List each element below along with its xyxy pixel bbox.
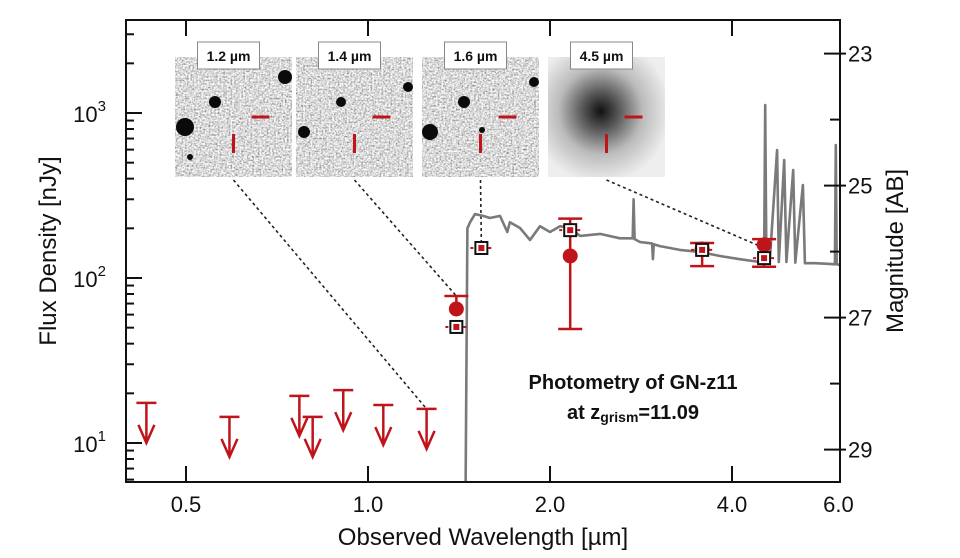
upper-limit-arrow <box>219 415 240 460</box>
model-photometry-point <box>753 251 776 266</box>
inset-label-box <box>197 41 260 70</box>
x-tick-label: 0.5 <box>171 492 202 517</box>
annotation-suffix: =11.09 <box>638 402 699 424</box>
limit-arrowhead <box>417 430 436 452</box>
inset-label: 1.4 µm <box>328 48 372 64</box>
inset-label-box <box>570 41 633 70</box>
inset-source-blob <box>458 96 470 108</box>
y-tick-label: 103 <box>73 98 106 127</box>
inset-image-2: 1.4 µm <box>296 41 413 177</box>
data-point-marker <box>756 237 772 253</box>
right-tick-label: 25 <box>848 174 872 199</box>
inset-connector-line <box>606 179 765 249</box>
limit-arrowhead <box>220 438 239 460</box>
inset-label: 1.2 µm <box>207 48 251 64</box>
y-tick-exponent: 2 <box>98 263 106 280</box>
limit-arrowhead <box>290 417 309 439</box>
right-tick-label: 27 <box>848 306 872 331</box>
x-tick-label: 6.0 <box>823 492 854 517</box>
inset-source-blob <box>422 124 438 140</box>
detection-point <box>444 294 469 317</box>
limit-arrowhead <box>303 438 322 460</box>
data-point-marker <box>562 248 578 264</box>
inset-label: 4.5 µm <box>580 48 624 64</box>
inset-source-blob <box>336 97 346 107</box>
inset-source-blob <box>209 96 221 108</box>
inset-image-1: 1.2 µm <box>175 41 292 177</box>
inset-source-blob <box>479 127 485 133</box>
upper-limit-arrow <box>373 403 394 449</box>
inset-label: 1.6 µm <box>454 48 498 64</box>
model-square-fill <box>478 244 485 251</box>
model-square-fill <box>453 323 460 330</box>
inset-label-box <box>444 41 507 70</box>
inset-connector-line <box>353 179 457 297</box>
model-photometry-point <box>691 242 714 257</box>
right-tick-label: 29 <box>848 438 872 463</box>
upper-limit-arrow <box>416 407 437 452</box>
y-tick-base: 10 <box>73 432 97 457</box>
inset-noise <box>422 57 539 177</box>
model-square-fill <box>567 227 574 234</box>
model-photometry-point <box>470 240 493 255</box>
inset-source-blob <box>403 82 413 92</box>
model-photometry-point <box>445 319 468 334</box>
y-tick-base: 10 <box>73 102 97 127</box>
y-axis-label: Flux Density [nJy] <box>35 156 62 345</box>
inset-source-blob <box>187 154 193 160</box>
inset-noise <box>175 57 292 177</box>
annotation-redshift: at zgrism=11.09 <box>567 402 699 425</box>
y-tick-label: 102 <box>73 263 106 292</box>
y-tick-label: 101 <box>73 428 106 457</box>
limit-arrowhead <box>137 424 156 446</box>
limit-arrowhead <box>374 426 393 449</box>
inset-source-blob <box>529 77 539 87</box>
annotation-title: Photometry of GN-z11 <box>529 372 738 394</box>
right-tick-label: 23 <box>848 42 872 67</box>
inset-image-3: 1.6 µm <box>422 41 539 177</box>
inset-noise <box>296 57 413 177</box>
data-point-marker <box>448 301 464 317</box>
limit-arrowhead <box>334 411 353 434</box>
model-photometry-point <box>559 223 582 238</box>
model-square-fill <box>699 246 706 253</box>
annotation-prefix: at z <box>567 402 600 424</box>
inset-blur <box>548 57 665 177</box>
plot-area <box>464 103 840 482</box>
upper-limit-arrow <box>136 401 157 446</box>
y-tick-exponent: 3 <box>98 98 106 115</box>
upper-limit-arrow <box>333 388 354 434</box>
upper-limit-arrow <box>302 415 323 460</box>
inset-source-blob <box>176 118 194 136</box>
y-tick-base: 10 <box>73 267 97 292</box>
x-tick-label: 4.0 <box>717 492 748 517</box>
annotation-subscript: grism <box>600 409 638 425</box>
x-axis-label: Observed Wavelength [µm] <box>338 524 628 551</box>
inset-connector-line <box>232 179 428 410</box>
inset-source-blob <box>278 70 292 84</box>
y-tick-exponent: 1 <box>98 428 106 445</box>
inset-label-box <box>318 41 381 70</box>
model-square-fill <box>761 255 768 262</box>
x-tick-label: 2.0 <box>535 492 566 517</box>
x-tick-label: 1.0 <box>353 492 384 517</box>
right-axis-label: Magnitude [AB] <box>882 169 909 333</box>
inset-connector-line <box>479 179 483 245</box>
inset-images: 1.2 µm 1.4 µm 1.6 µm 4.5 µm <box>175 41 765 410</box>
upper-limit-arrow <box>289 394 310 439</box>
inset-image-4: 4.5 µm <box>548 41 665 177</box>
inset-source-blob <box>298 126 310 138</box>
model-sed-line <box>464 103 840 482</box>
